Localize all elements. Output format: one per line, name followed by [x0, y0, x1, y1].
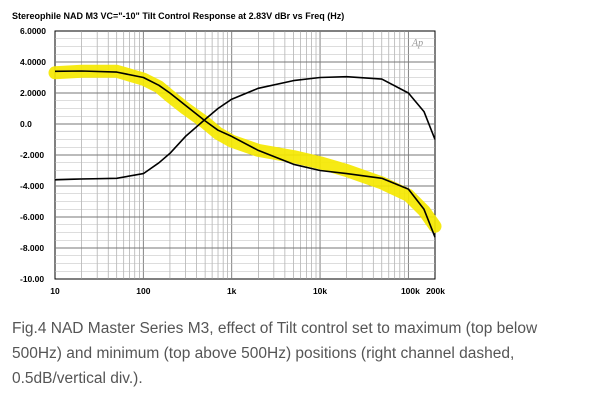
x-tick-labels: 10 100 1k 10k 100k 200k — [50, 286, 445, 296]
yellow-band-series — [48, 64, 442, 233]
y-tick-label: 0.0 — [20, 119, 32, 129]
y-tick-label: 4.0000 — [20, 57, 46, 67]
y-tick-labels: 6.0000 4.0000 2.0000 0.0 -2.000 -4.000 -6.000 -… — [20, 26, 46, 284]
ap-watermark: Ap — [411, 38, 423, 49]
x-tick-label: 100k — [401, 286, 420, 296]
y-tick-label: -2.000 — [20, 150, 44, 160]
response-line-0 — [54, 70, 436, 238]
y-tick-label: -6.000 — [20, 212, 44, 222]
response-line-1 — [54, 75, 436, 181]
x-tick-label: 1k — [227, 286, 237, 296]
x-tick-label: 10k — [313, 286, 327, 296]
y-tick-label: -10.00 — [20, 274, 44, 284]
y-tick-label: 2.0000 — [20, 88, 46, 98]
y-tick-label: -4.000 — [20, 181, 44, 191]
chart-frame: Stereophile NAD M3 VC="-10" Tilt Control… — [8, 8, 446, 304]
chart-title: Stereophile NAD M3 VC="-10" Tilt Control… — [12, 11, 344, 21]
x-tick-label: 100 — [136, 286, 150, 296]
y-tick-label: 6.0000 — [20, 26, 46, 36]
highlight-band — [48, 64, 442, 233]
figure-caption: Fig.4 NAD Master Series M3, effect of Ti… — [12, 320, 538, 387]
x-tick-label: 200k — [426, 286, 445, 296]
tilt-response-chart: Stereophile NAD M3 VC="-10" Tilt Control… — [12, 11, 445, 296]
response-lines — [54, 70, 436, 238]
x-tick-label: 10 — [50, 286, 60, 296]
y-tick-label: -8.000 — [20, 243, 44, 253]
